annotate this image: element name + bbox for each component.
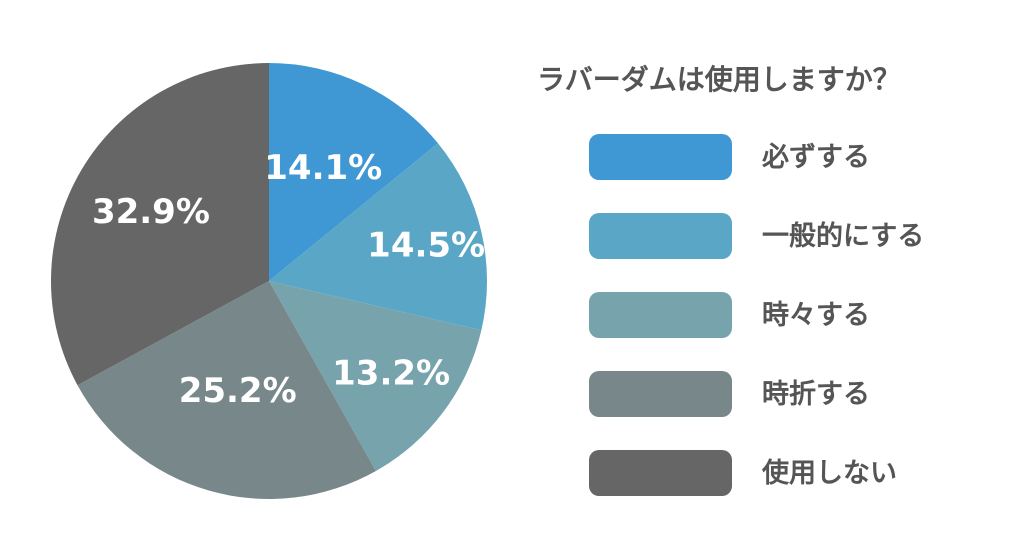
pie-slice-label-1: 14.5% — [367, 226, 485, 266]
pie-slice-2 — [269, 281, 482, 471]
pie-slice-label-2: 13.2% — [332, 354, 450, 394]
legend-label-2: 時々する — [762, 300, 870, 331]
chart-title: ラバーダムは使用しますか？ — [537, 63, 901, 96]
pie-slice-label-4: 32.9% — [92, 192, 210, 232]
pie-slice-label-3: 25.2% — [179, 371, 297, 411]
legend-label-4: 使用しない — [761, 458, 897, 489]
pie-slices — [50, 63, 487, 499]
legend-label-1: 一般的にする — [762, 220, 924, 252]
pie-slice-3 — [77, 281, 376, 499]
pie-slice-4 — [50, 63, 269, 386]
legend-swatch-0 — [589, 134, 732, 180]
pie-slice-labels: 14.1% 14.5% 13.2% 25.2% 32.9% — [92, 148, 485, 411]
legend: 必ずする 一般的にする 時々する 時折する 使用しない — [589, 134, 924, 496]
pie-slice-1 — [269, 143, 487, 331]
legend-label-3: 時折する — [762, 379, 870, 410]
pie-slice-0 — [269, 63, 438, 281]
legend-swatch-4 — [589, 450, 732, 496]
legend-swatch-2 — [589, 292, 732, 338]
pie-slice-label-0: 14.1% — [264, 148, 382, 188]
legend-label-0: 必ずする — [762, 142, 870, 173]
legend-swatch-3 — [589, 371, 732, 417]
legend-swatch-1 — [589, 213, 732, 259]
